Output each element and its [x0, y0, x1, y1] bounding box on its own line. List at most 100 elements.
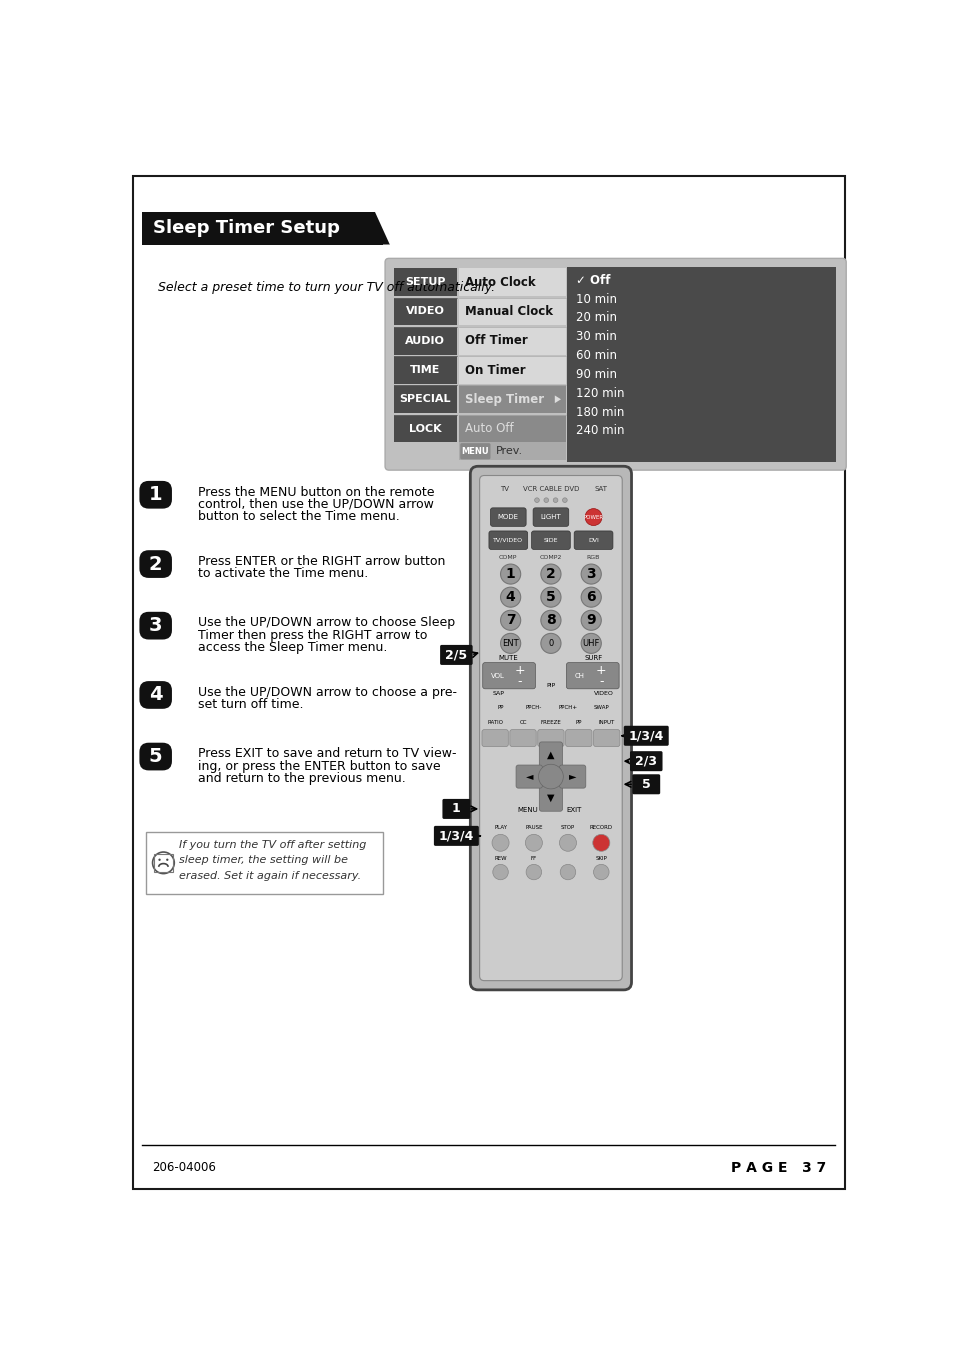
Text: and return to the previous menu.: and return to the previous menu.: [198, 771, 406, 785]
Text: 1/3/4: 1/3/4: [628, 730, 663, 742]
Text: If you turn the TV off after setting: If you turn the TV off after setting: [179, 840, 366, 850]
FancyBboxPatch shape: [533, 508, 568, 527]
Circle shape: [543, 497, 548, 503]
Bar: [458, 357, 565, 384]
Circle shape: [553, 497, 558, 503]
Text: 5: 5: [641, 778, 650, 790]
Bar: [458, 327, 565, 354]
Text: CC: CC: [518, 720, 526, 725]
Text: 2/3: 2/3: [635, 755, 657, 767]
Text: MENU: MENU: [460, 447, 488, 455]
FancyBboxPatch shape: [482, 662, 535, 689]
FancyBboxPatch shape: [139, 481, 172, 508]
Text: RATIO: RATIO: [487, 720, 502, 725]
Text: Use the UP/DOWN arrow to choose Sleep: Use the UP/DOWN arrow to choose Sleep: [198, 616, 455, 630]
Bar: [458, 297, 565, 326]
Text: 20 min: 20 min: [576, 312, 617, 324]
Bar: [567, 267, 835, 462]
Text: MODE: MODE: [497, 515, 518, 520]
Text: PAUSE: PAUSE: [524, 825, 542, 830]
Text: button to select the Time menu.: button to select the Time menu.: [198, 511, 399, 523]
Circle shape: [537, 765, 562, 789]
Text: control, then use the UP/DOWN arrow: control, then use the UP/DOWN arrow: [198, 497, 434, 511]
FancyBboxPatch shape: [538, 785, 562, 811]
Text: ENT: ENT: [502, 639, 518, 648]
Text: COMP: COMP: [498, 555, 517, 559]
Text: sleep timer, the setting will be: sleep timer, the setting will be: [179, 855, 348, 865]
Text: +: +: [514, 663, 525, 677]
FancyBboxPatch shape: [139, 743, 172, 770]
Text: RGB: RGB: [586, 555, 599, 559]
FancyBboxPatch shape: [531, 531, 570, 550]
Text: Sleep Timer: Sleep Timer: [464, 393, 543, 405]
Text: 120 min: 120 min: [576, 386, 624, 400]
Circle shape: [562, 497, 567, 503]
FancyBboxPatch shape: [632, 774, 659, 794]
Circle shape: [166, 859, 169, 861]
Text: VIDEO: VIDEO: [593, 690, 613, 696]
Text: 8: 8: [545, 613, 556, 627]
FancyBboxPatch shape: [439, 644, 472, 665]
Text: AUDIO: AUDIO: [405, 336, 445, 346]
Text: TIME: TIME: [410, 365, 440, 376]
Bar: [394, 327, 456, 354]
Text: PP: PP: [575, 720, 581, 725]
Text: PP: PP: [497, 705, 503, 709]
FancyBboxPatch shape: [434, 825, 478, 846]
FancyBboxPatch shape: [574, 531, 612, 550]
FancyBboxPatch shape: [479, 476, 621, 981]
Bar: [394, 357, 456, 384]
Text: 240 min: 240 min: [576, 424, 624, 438]
Polygon shape: [555, 396, 560, 403]
Text: Press the MENU button on the remote: Press the MENU button on the remote: [198, 485, 435, 499]
Circle shape: [540, 634, 560, 654]
Bar: [458, 442, 565, 461]
FancyBboxPatch shape: [565, 730, 592, 747]
Text: Press EXIT to save and return to TV view-: Press EXIT to save and return to TV view…: [198, 747, 456, 761]
Text: 10 min: 10 min: [576, 293, 617, 305]
Text: ◄: ◄: [525, 771, 533, 782]
Text: LIGHT: LIGHT: [540, 515, 560, 520]
Text: 1: 1: [149, 485, 162, 504]
FancyBboxPatch shape: [490, 508, 525, 527]
Text: ing, or press the ENTER button to save: ing, or press the ENTER button to save: [198, 759, 440, 773]
Text: Select a preset time to turn your TV off automatically.: Select a preset time to turn your TV off…: [158, 281, 495, 295]
Text: 30 min: 30 min: [576, 330, 617, 343]
Circle shape: [580, 588, 600, 607]
Text: On Timer: On Timer: [464, 363, 525, 377]
Text: SETUP: SETUP: [405, 277, 445, 288]
Text: 60 min: 60 min: [576, 349, 617, 362]
Bar: [394, 297, 456, 326]
Text: 3: 3: [586, 567, 596, 581]
FancyBboxPatch shape: [537, 730, 563, 747]
FancyBboxPatch shape: [488, 531, 527, 550]
Text: SIDE: SIDE: [543, 538, 558, 543]
Polygon shape: [375, 212, 414, 245]
Text: 4: 4: [505, 590, 515, 604]
Text: FF: FF: [530, 855, 537, 861]
Bar: [458, 415, 565, 442]
Text: 90 min: 90 min: [576, 367, 617, 381]
Text: TV: TV: [499, 486, 508, 492]
Text: 9: 9: [586, 613, 596, 627]
Text: VIDEO: VIDEO: [406, 307, 444, 316]
Circle shape: [500, 588, 520, 607]
FancyBboxPatch shape: [629, 751, 661, 771]
Text: SURF: SURF: [584, 655, 602, 661]
Text: 206-04006: 206-04006: [152, 1162, 215, 1174]
Text: LOCK: LOCK: [409, 424, 441, 434]
Text: Press ENTER or the RIGHT arrow button: Press ENTER or the RIGHT arrow button: [198, 555, 445, 567]
FancyBboxPatch shape: [566, 662, 618, 689]
Text: STOP: STOP: [560, 825, 575, 830]
Circle shape: [500, 611, 520, 631]
Text: -: -: [517, 676, 521, 689]
Text: 3: 3: [149, 616, 162, 635]
FancyBboxPatch shape: [139, 612, 172, 639]
Text: PPCH-: PPCH-: [525, 705, 541, 709]
Text: 6: 6: [586, 590, 596, 604]
Text: Auto Clock: Auto Clock: [464, 276, 535, 289]
Text: 180 min: 180 min: [576, 405, 624, 419]
Circle shape: [500, 634, 520, 654]
FancyBboxPatch shape: [623, 725, 668, 746]
Circle shape: [580, 611, 600, 631]
